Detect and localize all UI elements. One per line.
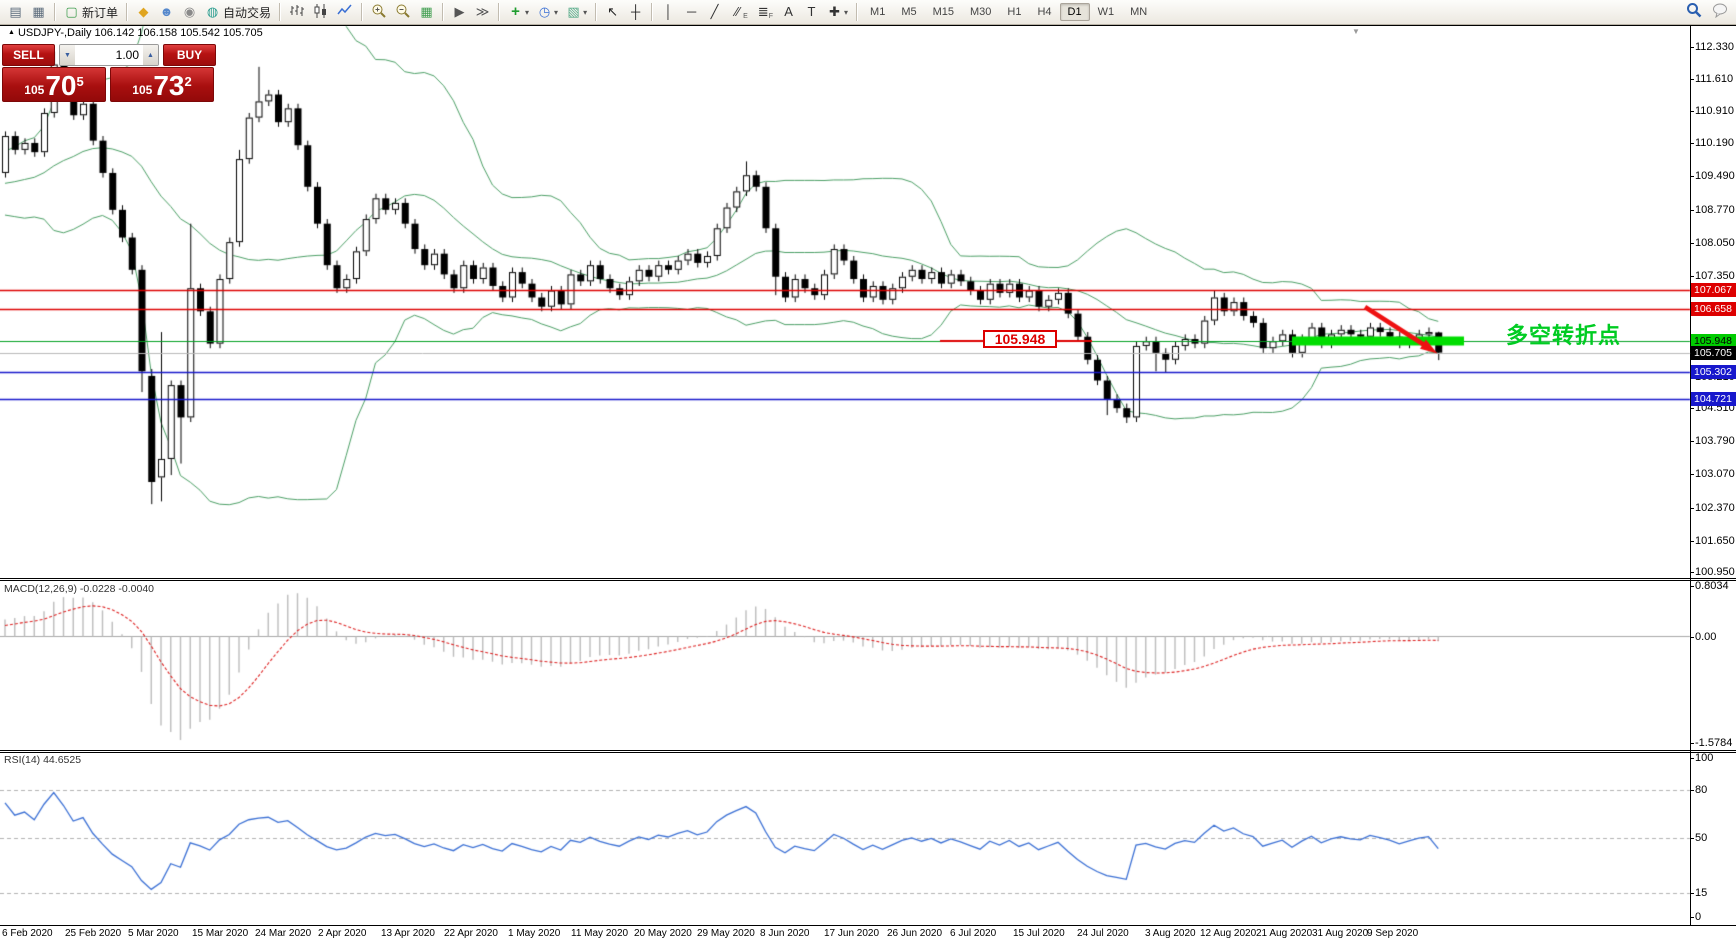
one-click-trade-panel: SELL ▼ 1.00 ▲ BUY 105 70 5 105 73 2 (2, 44, 216, 102)
price-tick-mark (1690, 79, 1694, 80)
price-level-tag: 105.302 (1691, 365, 1736, 379)
price-tick-mark (1690, 276, 1694, 277)
macd-label: MACD(12,26,9) -0.0228 -0.0040 (4, 583, 154, 595)
buy-price-button[interactable]: 105 73 2 (110, 67, 214, 102)
price-tick-label: 103.790 (1695, 435, 1735, 447)
macd-tick-label: 0.00 (1695, 631, 1717, 643)
rsi-tick-label: 15 (1695, 887, 1708, 899)
date-axis-label[interactable]: 24 Mar 2020 (255, 928, 312, 939)
macd-tick-mark (1690, 743, 1694, 744)
macd-tick-mark (1690, 637, 1694, 638)
sell-button[interactable]: SELL (2, 44, 55, 66)
price-tick-label: 102.370 (1695, 502, 1735, 514)
price-tick-label: 108.770 (1695, 204, 1735, 216)
price-callout: 105.948 (983, 330, 1057, 348)
sell-price-point: 5 (76, 74, 84, 89)
price-tick-mark (1690, 541, 1694, 542)
price-tick-label: 107.350 (1695, 270, 1735, 282)
volume-up-icon[interactable]: ▲ (143, 45, 158, 65)
date-axis-label[interactable]: 15 Jul 2020 (1013, 928, 1065, 939)
buy-price-point: 2 (184, 74, 192, 89)
price-tick-mark (1690, 111, 1694, 112)
price-level-tag: 107.067 (1691, 283, 1736, 297)
chart-title: ▲ USDJPY-,Daily 106.142 106.158 105.542 1… (8, 27, 263, 39)
price-level-tag: 104.721 (1691, 392, 1736, 406)
price-tick-label: 112.330 (1695, 41, 1734, 53)
price-tick-label: 100.950 (1695, 566, 1735, 578)
volume-down-icon[interactable]: ▼ (60, 45, 75, 65)
date-axis-label[interactable]: 5 Mar 2020 (128, 928, 179, 939)
price-tick-mark (1690, 474, 1694, 475)
price-tick-mark (1690, 143, 1694, 144)
buy-price-pips: 73 (153, 70, 185, 101)
rsi-tick-mark (1690, 790, 1694, 791)
date-axis-label[interactable]: 17 Jun 2020 (824, 928, 880, 939)
rsi-tick-label: 80 (1695, 784, 1708, 796)
price-tick-mark (1690, 508, 1694, 509)
date-axis-label[interactable]: 26 Jun 2020 (887, 928, 943, 939)
price-level-tag: 105.705 (1691, 346, 1736, 360)
price-tick-mark (1690, 47, 1694, 48)
price-tick-mark (1690, 441, 1694, 442)
date-axis-label[interactable]: 13 Apr 2020 (381, 928, 435, 939)
sell-price-figure: 105 (24, 83, 45, 97)
date-axis-label[interactable]: 15 Mar 2020 (192, 928, 249, 939)
date-axis-label[interactable]: 2 Apr 2020 (318, 928, 367, 939)
price-tick-label: 108.050 (1695, 237, 1735, 249)
volume-input[interactable]: 1.00 (75, 45, 143, 65)
date-axis-label[interactable]: 11 May 2020 (571, 928, 629, 939)
price-level-tag: 106.658 (1691, 302, 1736, 316)
rsi-tick-mark (1690, 838, 1694, 839)
price-tick-label: 110.190 (1695, 137, 1734, 149)
chart-shift-marker-icon[interactable]: ▼ (1352, 27, 1360, 36)
price-tick-mark (1690, 243, 1694, 244)
macd-tick-mark (1690, 586, 1694, 587)
rsi-tick-mark (1690, 917, 1694, 918)
price-tick-mark (1690, 176, 1694, 177)
price-tick-label: 110.910 (1695, 105, 1734, 117)
date-axis-label[interactable]: 8 Jun 2020 (760, 928, 810, 939)
rsi-label: RSI(14) 44.6525 (4, 754, 82, 766)
date-axis-label[interactable]: 29 May 2020 (697, 928, 755, 939)
date-axis-label[interactable]: 1 May 2020 (508, 928, 561, 939)
date-axis-label[interactable]: 3 Aug 2020 (1145, 928, 1196, 939)
date-axis-label[interactable]: 24 Jul 2020 (1077, 928, 1129, 939)
sell-price-button[interactable]: 105 70 5 (2, 67, 106, 102)
annotation-text: 多空转折点 (1506, 323, 1622, 348)
macd-tick-label: 0.8034 (1695, 580, 1729, 592)
price-tick-mark (1690, 408, 1694, 409)
rsi-tick-mark (1690, 758, 1694, 759)
date-axis-label[interactable]: 12 Aug 2020 (1200, 928, 1257, 939)
date-axis-label[interactable]: 31 Aug 2020 (1312, 928, 1369, 939)
price-tick-label: 111.610 (1695, 73, 1734, 85)
date-axis-label[interactable]: 21 Aug 2020 (1256, 928, 1313, 939)
price-tick-label: 101.650 (1695, 535, 1735, 547)
price-tick-mark (1690, 572, 1694, 573)
price-tick-label: 103.070 (1695, 468, 1735, 480)
rsi-tick-label: 100 (1695, 752, 1714, 764)
price-level-tag: 105.948 (1691, 334, 1736, 348)
buy-button[interactable]: BUY (163, 44, 216, 66)
price-tick-label: 109.490 (1695, 170, 1735, 182)
date-axis-label[interactable]: 9 Sep 2020 (1367, 928, 1419, 939)
collapse-icon[interactable]: ▲ (8, 29, 15, 36)
macd-tick-label: -1.5784 (1695, 737, 1733, 749)
sell-price-pips: 70 (45, 70, 77, 101)
volume-spinner: ▼ 1.00 ▲ (59, 44, 159, 66)
rsi-tick-mark (1690, 893, 1694, 894)
date-axis-label[interactable]: 6 Feb 2020 (2, 928, 53, 939)
date-axis-label[interactable]: 6 Jul 2020 (950, 928, 997, 939)
rsi-tick-label: 0 (1695, 911, 1702, 923)
date-axis-label[interactable]: 25 Feb 2020 (65, 928, 122, 939)
date-axis-label[interactable]: 20 May 2020 (634, 928, 692, 939)
price-tick-mark (1690, 210, 1694, 211)
date-axis-label[interactable]: 22 Apr 2020 (444, 928, 498, 939)
buy-price-figure: 105 (132, 83, 153, 97)
rsi-tick-label: 50 (1695, 832, 1708, 844)
